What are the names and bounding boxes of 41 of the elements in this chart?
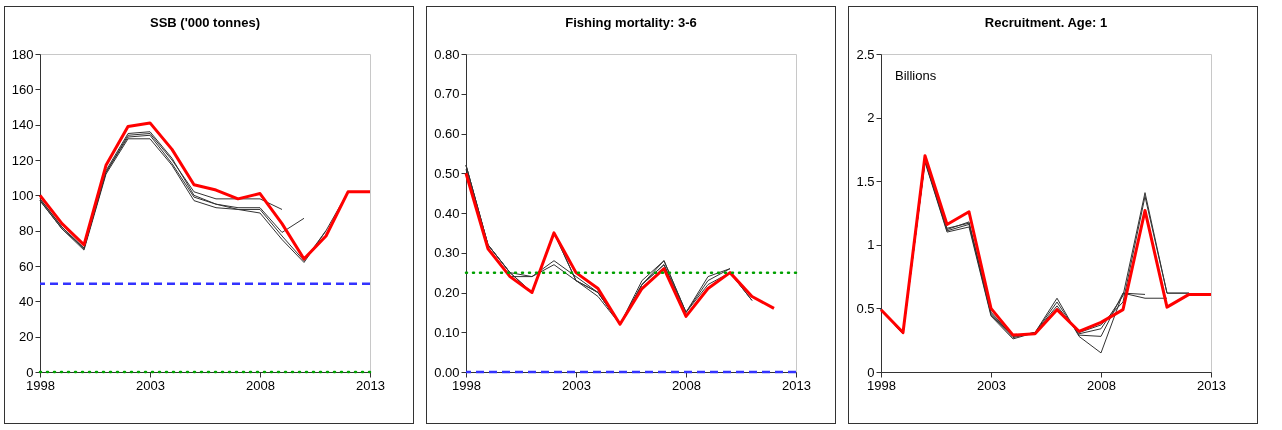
y-tick-label: 0.80 bbox=[434, 46, 460, 62]
y-tick-label: 0.00 bbox=[434, 364, 460, 380]
x-tick-label: 2008 bbox=[672, 377, 701, 393]
x-tick-label: 2003 bbox=[136, 377, 165, 393]
y-tick-label: 2 bbox=[867, 110, 875, 126]
y-tick-label: 0.10 bbox=[434, 324, 460, 340]
y-tick-label: 180 bbox=[11, 46, 34, 62]
y-tick-label: 0.60 bbox=[434, 126, 460, 141]
y-tick-label: 0.70 bbox=[434, 86, 460, 102]
x-tick-label: 2013 bbox=[1197, 377, 1226, 393]
y-tick-label: 100 bbox=[11, 187, 34, 203]
y-tick-label: 20 bbox=[19, 329, 34, 345]
x-tick-label: 2013 bbox=[782, 377, 811, 393]
y-tick-label: 160 bbox=[11, 81, 34, 97]
y-tick-label: 0.40 bbox=[434, 205, 460, 221]
y-tick-label: 0.20 bbox=[434, 285, 460, 300]
y-tick-label: 140 bbox=[11, 117, 34, 133]
y-tick-label: 1 bbox=[867, 237, 875, 253]
y-tick-label: 120 bbox=[11, 152, 34, 168]
chart-title: SSB ('000 tonnes) bbox=[149, 15, 261, 30]
chart-title: Recruitment. Age: 1 bbox=[984, 15, 1108, 30]
x-tick-label: 2003 bbox=[562, 377, 591, 393]
y-tick-label: 60 bbox=[19, 258, 34, 274]
x-tick-label: 2003 bbox=[977, 377, 1006, 393]
y-tick-label: 40 bbox=[19, 293, 34, 309]
y-tick-label: 0 bbox=[26, 364, 34, 380]
y-tick-label: 0 bbox=[867, 364, 875, 380]
y-tick-label: 2.5 bbox=[856, 46, 875, 62]
x-tick-label: 1998 bbox=[867, 377, 896, 393]
y-tick-label: 0.5 bbox=[856, 300, 875, 316]
y-tick-label: 80 bbox=[19, 223, 34, 239]
y-tick-label: 1.5 bbox=[856, 173, 875, 189]
y-tick-label: 0.30 bbox=[434, 245, 460, 261]
x-tick-label: 1998 bbox=[452, 377, 481, 393]
chart-title: Fishing mortality: 3-6 bbox=[565, 15, 697, 30]
annotation: Billions bbox=[895, 68, 937, 83]
x-tick-label: 2013 bbox=[356, 377, 385, 393]
y-tick-label: 0.50 bbox=[434, 165, 460, 181]
x-tick-label: 2008 bbox=[1087, 377, 1116, 393]
x-tick-label: 2008 bbox=[246, 377, 275, 393]
x-tick-label: 1998 bbox=[26, 377, 55, 393]
